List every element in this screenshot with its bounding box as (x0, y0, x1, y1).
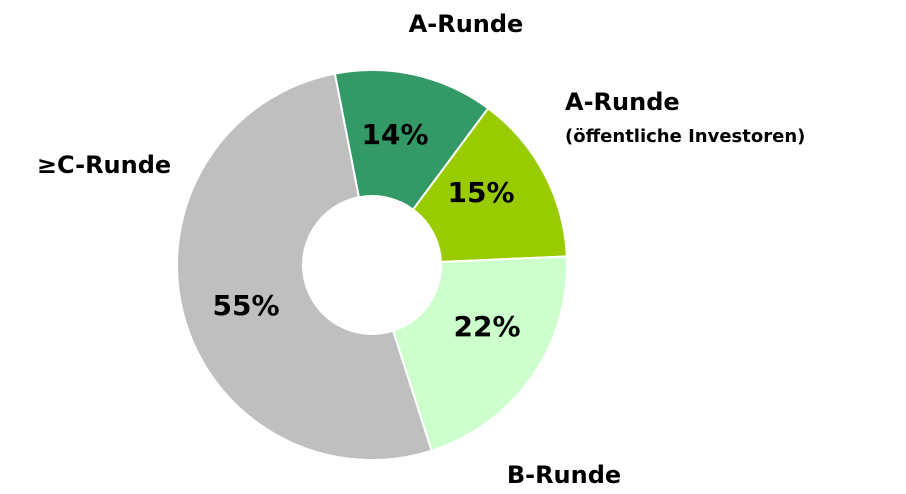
value-label: 14% (361, 118, 428, 151)
category-label: A-Runde (409, 10, 524, 38)
category-label: A-Runde (565, 88, 680, 116)
value-label: 55% (212, 289, 279, 322)
category-label: B-Runde (507, 461, 621, 489)
category-label: ≥C-Runde (37, 151, 171, 179)
value-label: 22% (453, 310, 520, 343)
category-subtitle: (öffentliche Investoren) (565, 126, 805, 147)
slice (176, 72, 433, 461)
value-label: 15% (447, 176, 514, 209)
slice (411, 106, 568, 264)
slice (333, 69, 490, 211)
slice (391, 255, 568, 452)
